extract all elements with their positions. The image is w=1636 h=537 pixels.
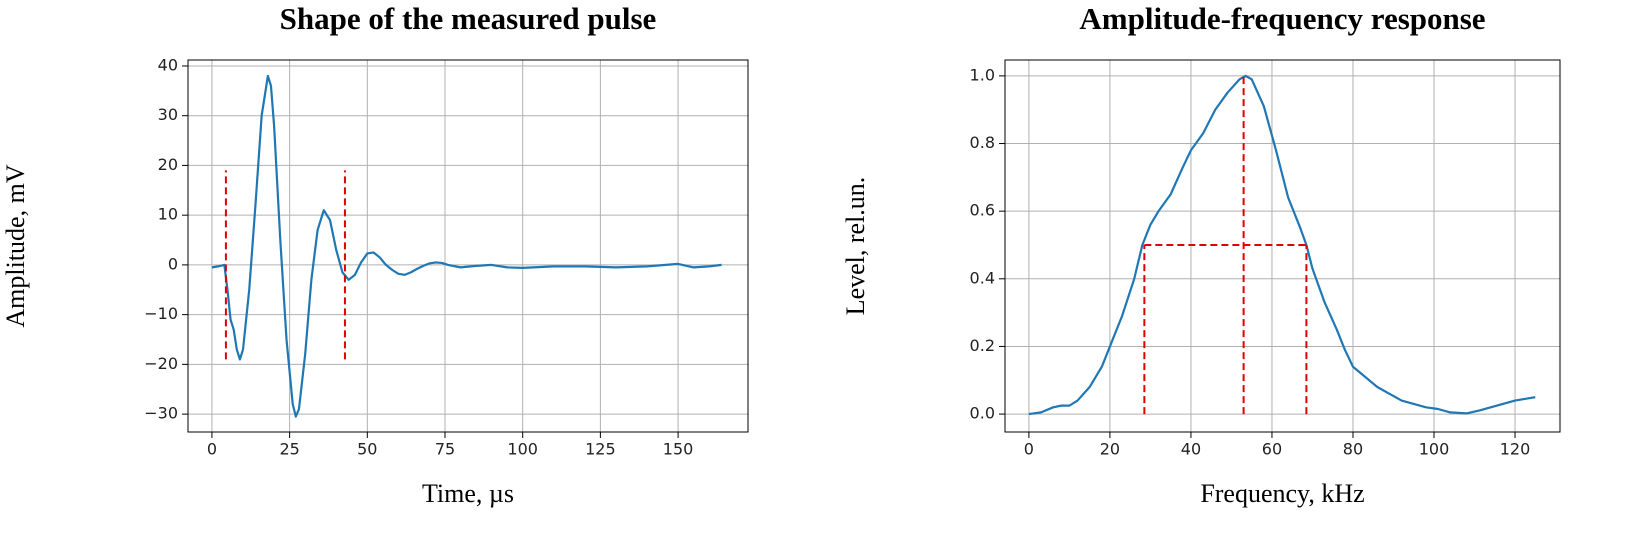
y-tick-label: −10 <box>144 304 178 323</box>
y-tick-label: 40 <box>158 55 178 74</box>
y-tick-label: −20 <box>144 354 178 373</box>
y-tick-label: 0.6 <box>970 201 995 220</box>
x-tick-label: 40 <box>1181 440 1201 459</box>
y-tick-label: −30 <box>144 404 178 423</box>
y-tick-label: 30 <box>158 105 178 124</box>
x-tick-label: 100 <box>507 440 538 459</box>
y-tick-label: 0.8 <box>970 133 995 152</box>
x-tick-label: 80 <box>1343 440 1363 459</box>
x-tick-label: 120 <box>1500 440 1531 459</box>
x-tick-label: 125 <box>585 440 616 459</box>
x-tick-label: 75 <box>435 440 455 459</box>
y-tick-label: 20 <box>158 155 178 174</box>
y-tick-label: 0 <box>168 254 178 273</box>
y-axis-label: Level, rel.un. <box>841 177 870 316</box>
y-tick-label: 0.2 <box>970 336 995 355</box>
plot-frame <box>187 59 749 433</box>
x-tick-label: 20 <box>1100 440 1120 459</box>
x-tick-label: 25 <box>279 440 299 459</box>
x-tick-label: 0 <box>1024 440 1034 459</box>
chart-title: Amplitude-frequency response <box>1079 1 1485 36</box>
y-axis-label: Amplitude, mV <box>1 164 30 327</box>
data-line <box>1028 74 1536 416</box>
y-tick-label: 1.0 <box>970 65 995 84</box>
plot-frame <box>1004 59 1561 433</box>
y-tick-label: 0.0 <box>970 404 995 423</box>
data-line <box>211 74 722 418</box>
chart-title: Shape of the measured pulse <box>280 1 657 36</box>
x-tick-label: 60 <box>1262 440 1282 459</box>
x-tick-label: 0 <box>207 440 217 459</box>
y-tick-label: 0.4 <box>970 268 995 287</box>
y-tick-label: 10 <box>158 205 178 224</box>
x-tick-label: 50 <box>357 440 377 459</box>
x-axis-label: Time, µs <box>422 479 514 508</box>
x-axis-label: Frequency, kHz <box>1200 479 1364 508</box>
x-tick-label: 150 <box>663 440 694 459</box>
x-tick-label: 100 <box>1419 440 1450 459</box>
